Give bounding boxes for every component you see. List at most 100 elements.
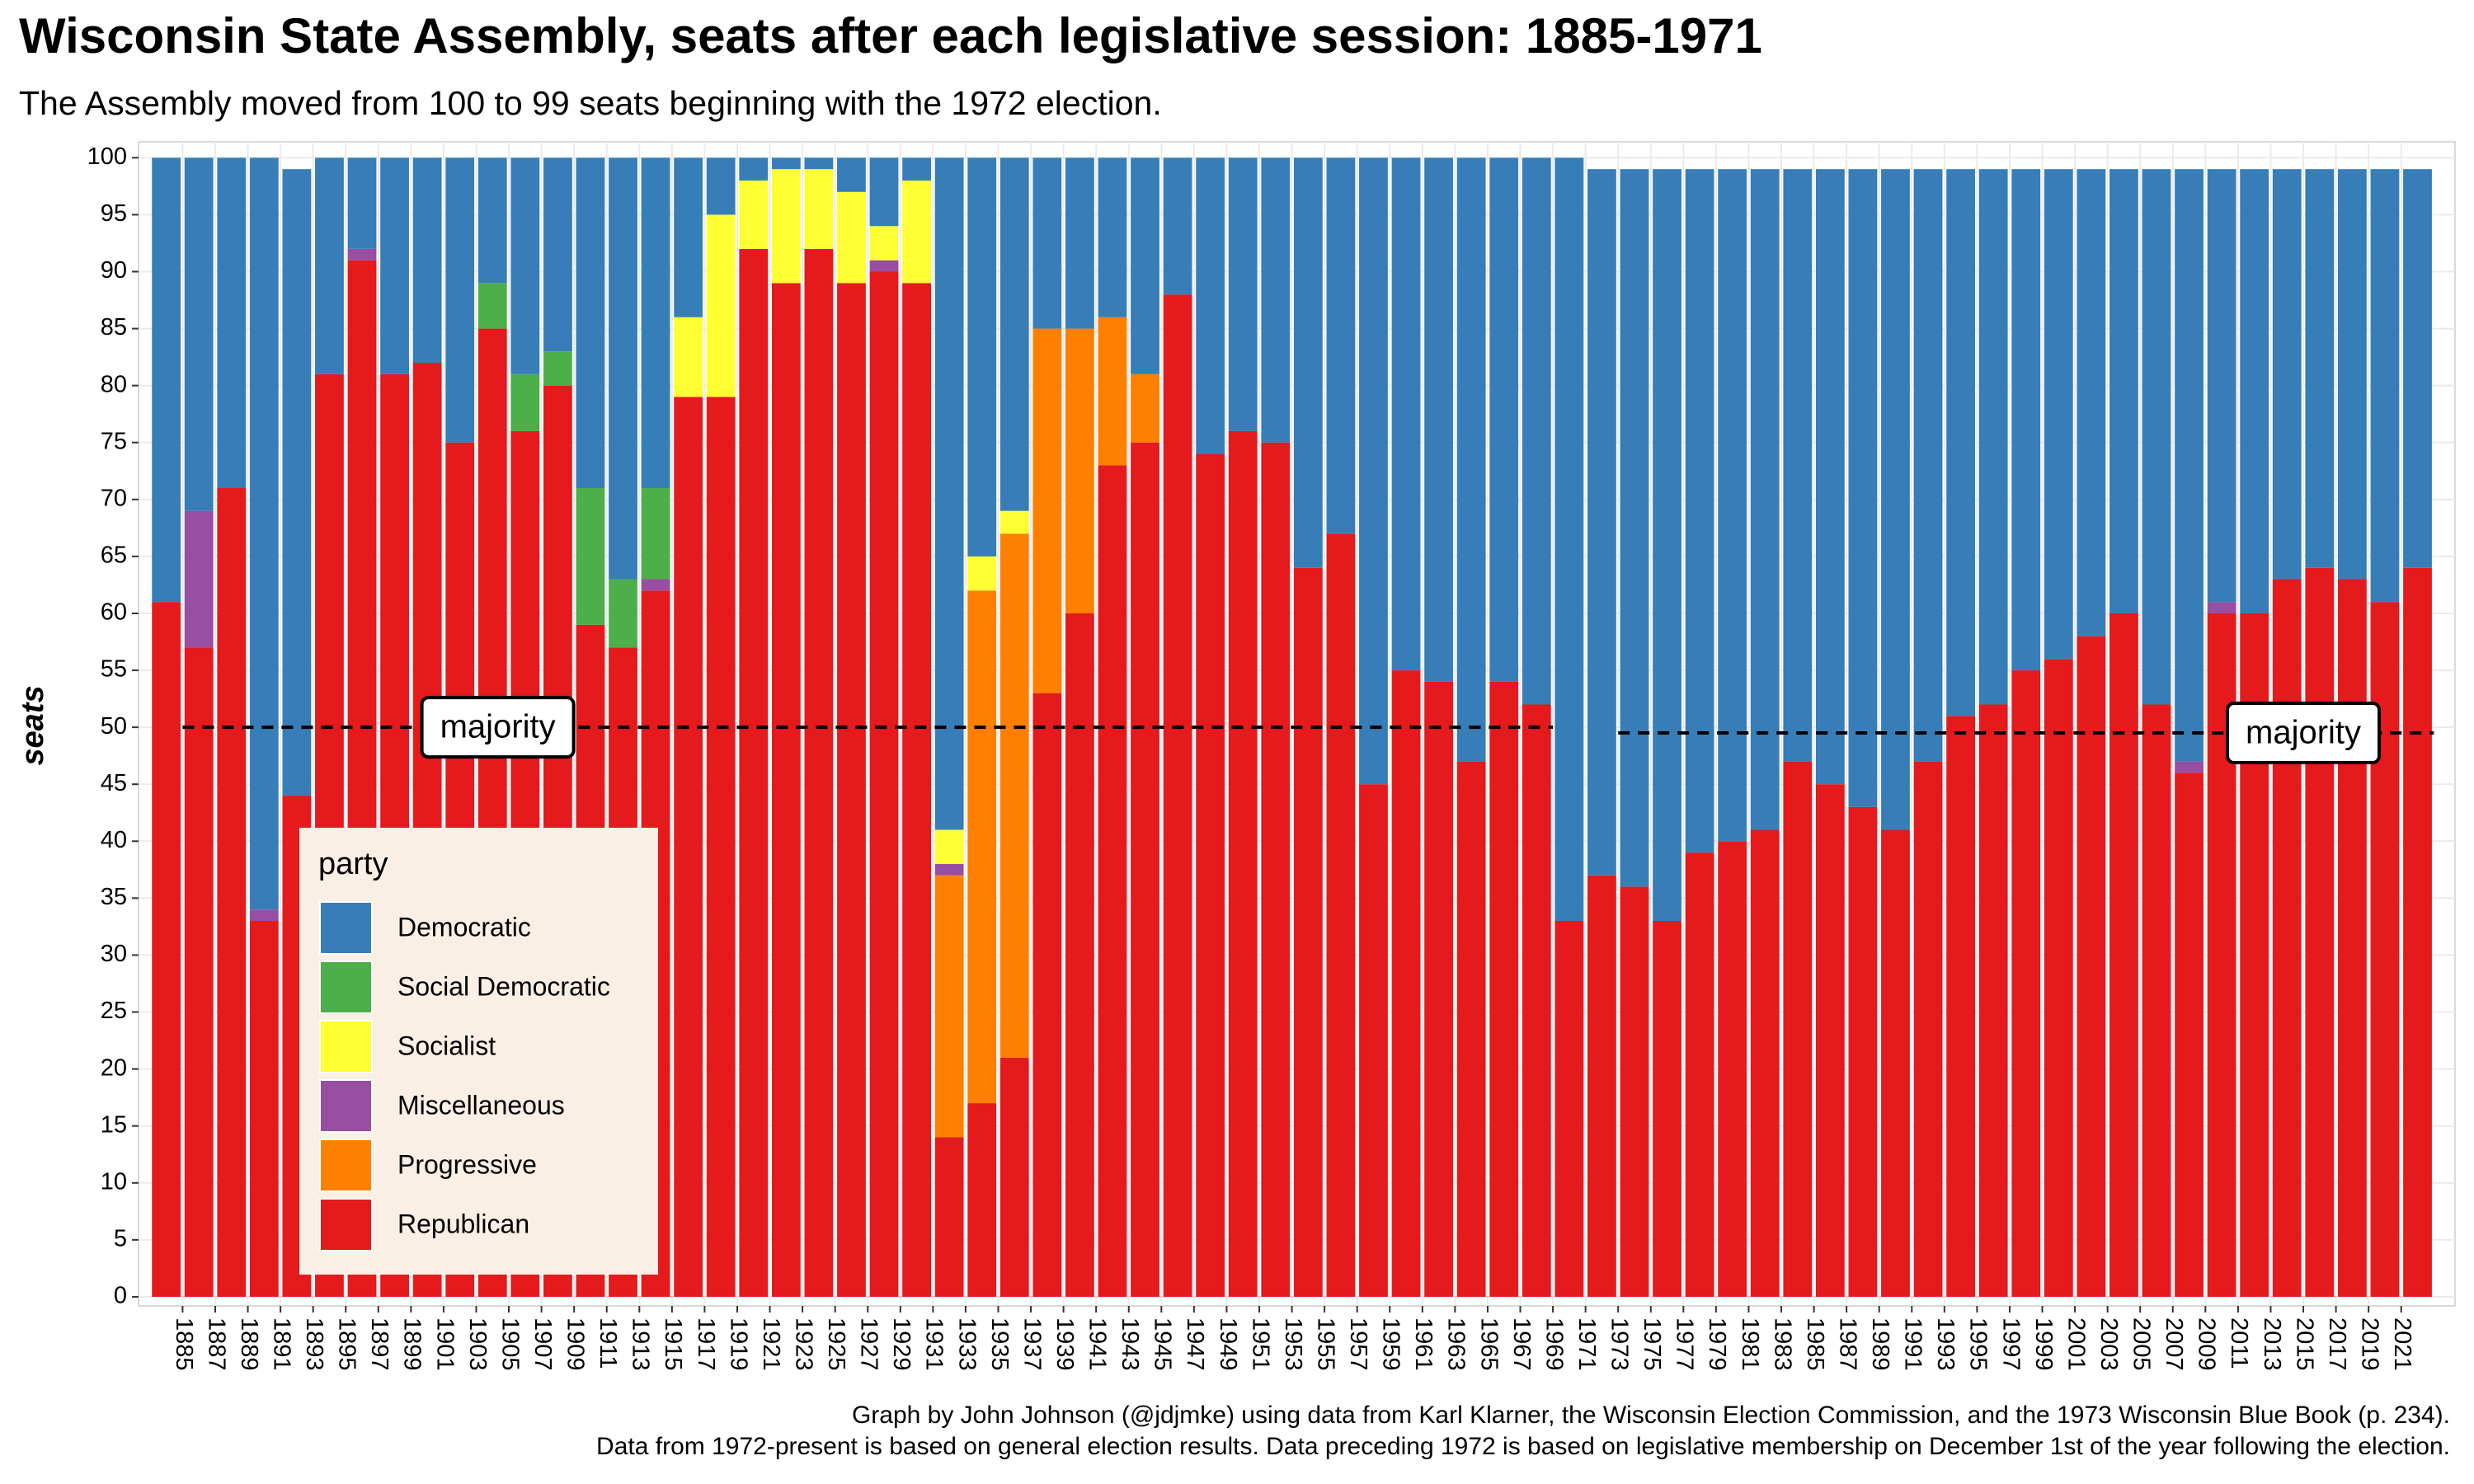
x-tick-label: 1919 [725, 1317, 751, 1371]
x-tick-label: 1921 [758, 1317, 784, 1371]
x-tick-label: 1907 [529, 1317, 556, 1371]
x-tick-label: 1925 [823, 1317, 849, 1371]
chart-title: Wisconsin State Assembly, seats after ea… [19, 8, 1762, 63]
y-tick-label: 10 [101, 1168, 127, 1195]
y-axis-title: seats [16, 685, 50, 765]
x-tick-label: 1957 [1345, 1317, 1371, 1371]
bar-segment [674, 397, 703, 1297]
bar-segment [1554, 157, 1584, 922]
x-tick-label: 1903 [464, 1317, 491, 1371]
bar-segment [380, 157, 409, 374]
bar-segment [1522, 157, 1551, 705]
bar-segment [1848, 169, 1878, 807]
bar-segment [1783, 761, 1813, 1297]
legend-key [319, 1020, 373, 1073]
y-tick-label: 5 [114, 1226, 127, 1252]
bar-segment [2011, 169, 2041, 671]
x-tick-label: 1979 [1704, 1317, 1730, 1371]
bar-segment [477, 157, 507, 284]
legend-key [319, 901, 373, 955]
bar-segment [2207, 169, 2236, 603]
bar-segment [445, 157, 475, 443]
bar-segment [1848, 806, 1878, 1297]
y-tick-label: 55 [101, 656, 127, 683]
x-tick-label: 1987 [1834, 1317, 1860, 1371]
y-tick-label: 25 [101, 998, 127, 1024]
bar-segment [1098, 465, 1127, 1297]
bar-segment [1131, 442, 1159, 1297]
bar-segment [674, 157, 703, 317]
bar-segment [1685, 852, 1714, 1297]
x-tick-label: 1935 [986, 1317, 1013, 1371]
bar-segment [1032, 157, 1062, 329]
bar-segment [967, 157, 997, 556]
bar-segment [1065, 328, 1094, 613]
x-tick-label: 1905 [496, 1317, 523, 1371]
x-tick-label: 1955 [1312, 1317, 1338, 1371]
bar-segment [1456, 157, 1486, 762]
legend-label: Social Democratic [397, 971, 610, 1001]
bar-segment [1065, 613, 1094, 1297]
bar-segment [477, 283, 507, 329]
bar-segment [837, 283, 866, 1297]
bar-segment [804, 157, 834, 170]
bar-segment [510, 157, 540, 374]
x-tick-label: 1963 [1443, 1317, 1470, 1371]
bar-segment [217, 157, 247, 489]
x-tick-label: 2015 [2291, 1317, 2317, 1371]
bar-segment [184, 510, 214, 648]
x-tick-label: 2019 [2357, 1317, 2383, 1371]
x-tick-label: 1989 [1867, 1317, 1893, 1371]
bar-segment [152, 602, 181, 1297]
bar-segment [217, 488, 247, 1297]
y-tick-label: 85 [101, 314, 127, 340]
bar-segment [2044, 169, 2073, 660]
bar-segment [869, 271, 899, 1297]
x-tick-label: 1981 [1737, 1317, 1763, 1371]
bar-segment [804, 248, 834, 1297]
bar-segment [804, 169, 834, 249]
bar-segment [674, 317, 703, 397]
bar-segment [249, 909, 279, 922]
bar-segment [1196, 453, 1225, 1297]
bar-segment [1620, 886, 1649, 1297]
bar-segment [1456, 761, 1486, 1297]
legend-key [319, 1079, 373, 1133]
bar-segment [249, 921, 279, 1297]
x-tick-label: 1933 [953, 1317, 980, 1371]
bar-segment [1718, 841, 1747, 1297]
y-tick-label: 30 [101, 941, 127, 967]
y-tick-label: 60 [101, 599, 127, 626]
bar-segment [2403, 169, 2432, 568]
bar-segment [1196, 157, 1225, 454]
bar-segment [1489, 681, 1519, 1297]
y-tick-label: 50 [101, 713, 127, 740]
x-tick-label: 1973 [1606, 1317, 1633, 1371]
bar-segment [1718, 169, 1747, 842]
bar-segment [706, 214, 736, 397]
bar-segment [1978, 169, 2008, 705]
x-tick-label: 1885 [171, 1317, 197, 1371]
x-tick-label: 2007 [2161, 1317, 2187, 1371]
bar-segment [2240, 169, 2269, 613]
bar-segment [2044, 659, 2073, 1297]
bar-segment [347, 248, 377, 261]
bar-segment [934, 1137, 964, 1297]
bar-segment [1261, 442, 1291, 1297]
x-tick-label: 1915 [660, 1317, 686, 1371]
bar-segment [902, 157, 931, 181]
bar-segment [2305, 169, 2335, 568]
bar-segment [869, 157, 899, 227]
bar-segment [2305, 567, 2335, 1297]
x-tick-label: 1895 [334, 1317, 360, 1371]
x-tick-label: 1967 [1508, 1317, 1535, 1371]
x-tick-label: 1983 [1769, 1317, 1795, 1371]
legend-label: Republican [397, 1209, 529, 1238]
bar-segment [641, 488, 670, 580]
y-tick-label: 100 [87, 143, 127, 170]
bar-segment [2337, 579, 2367, 1297]
x-tick-label: 1931 [921, 1317, 948, 1371]
x-tick-label: 1993 [1932, 1317, 1959, 1371]
x-tick-label: 2011 [2226, 1317, 2252, 1369]
